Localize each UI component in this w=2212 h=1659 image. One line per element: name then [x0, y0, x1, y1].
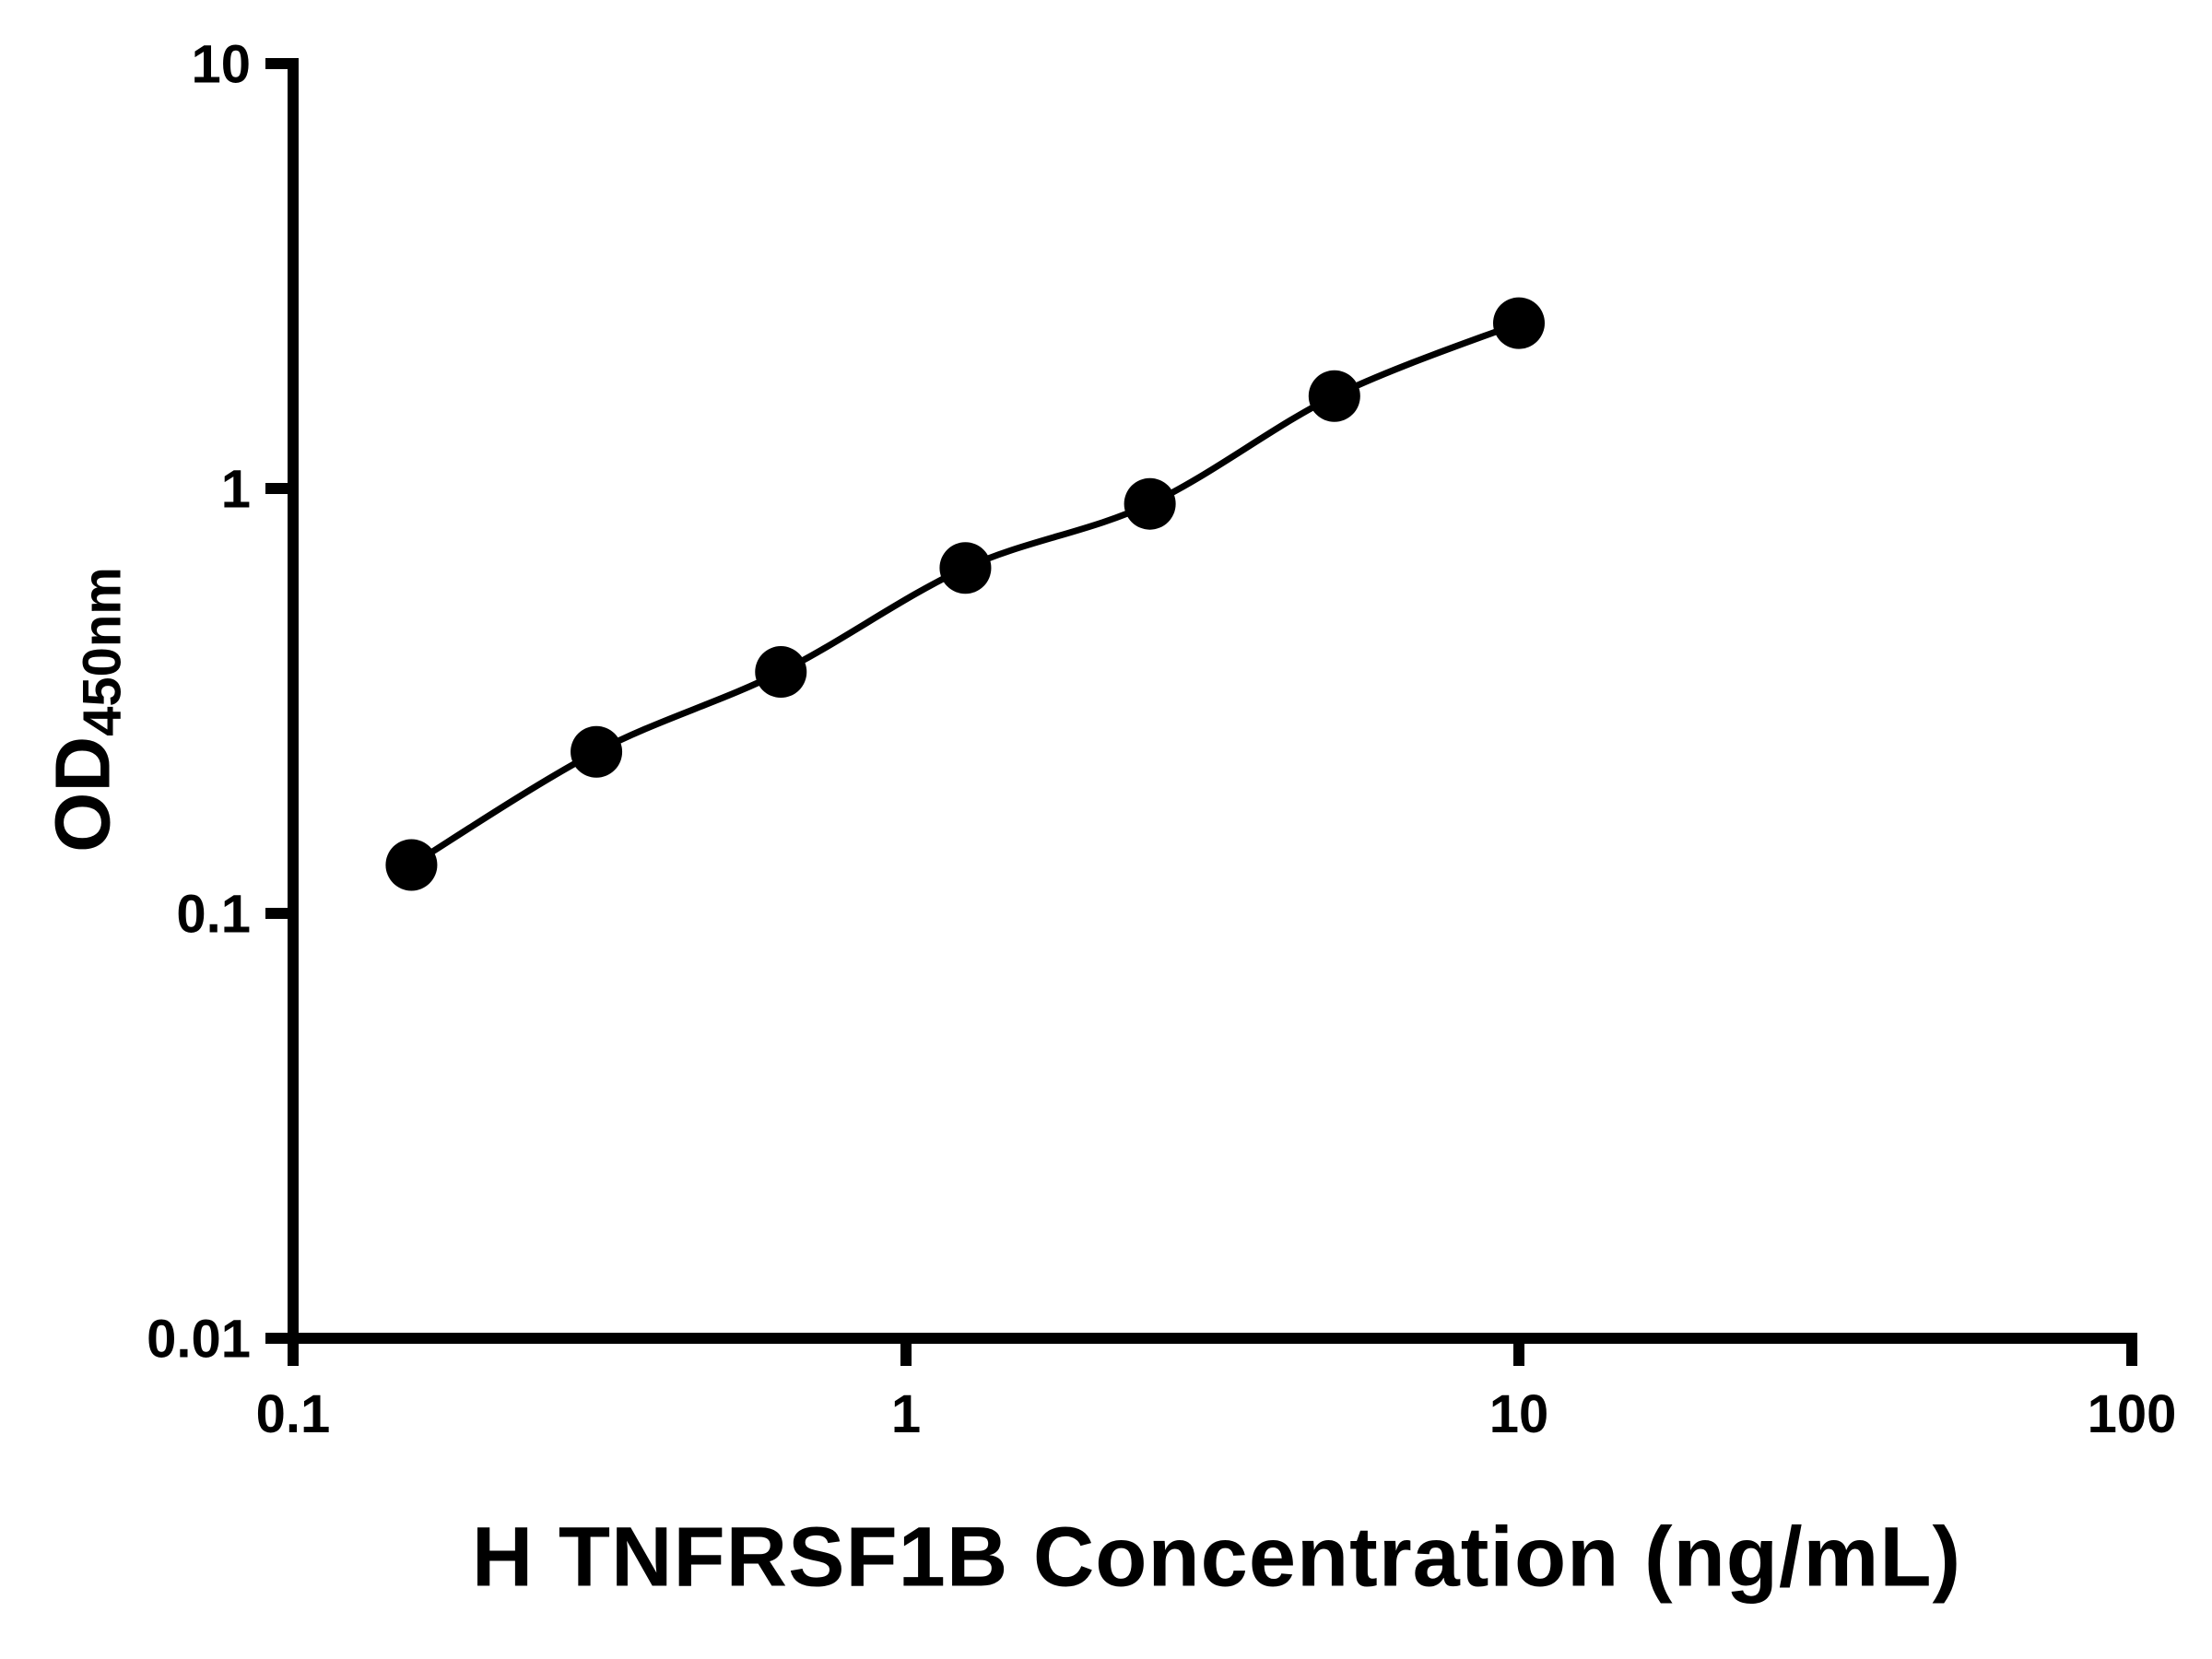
x-tick-label: 100: [2088, 1384, 2177, 1444]
y-axis-title-subscript: 450nm: [72, 567, 133, 736]
data-point: [1308, 370, 1360, 422]
x-tick-label: 10: [1489, 1384, 1549, 1444]
data-point: [385, 839, 438, 891]
data-point: [571, 725, 623, 778]
data-point: [755, 646, 807, 699]
axes: [288, 58, 2137, 1344]
x-tick-label: 1: [891, 1384, 921, 1444]
y-tick-label: 10: [191, 34, 251, 94]
x-tick-label: 0.1: [256, 1384, 331, 1444]
y-tick-label: 0.1: [176, 884, 251, 944]
data-point: [1124, 477, 1176, 530]
data-point: [1493, 297, 1545, 349]
x-axis-title: H TNFRSF1B Concentration (ng/mL): [471, 1510, 1962, 1605]
y-axis-title: OD450nm: [39, 567, 133, 853]
y-axis-title-main: OD: [39, 735, 126, 853]
y-tick-label: 1: [221, 459, 251, 519]
y-tick-label: 0.01: [147, 1309, 251, 1369]
data-point: [939, 542, 992, 594]
